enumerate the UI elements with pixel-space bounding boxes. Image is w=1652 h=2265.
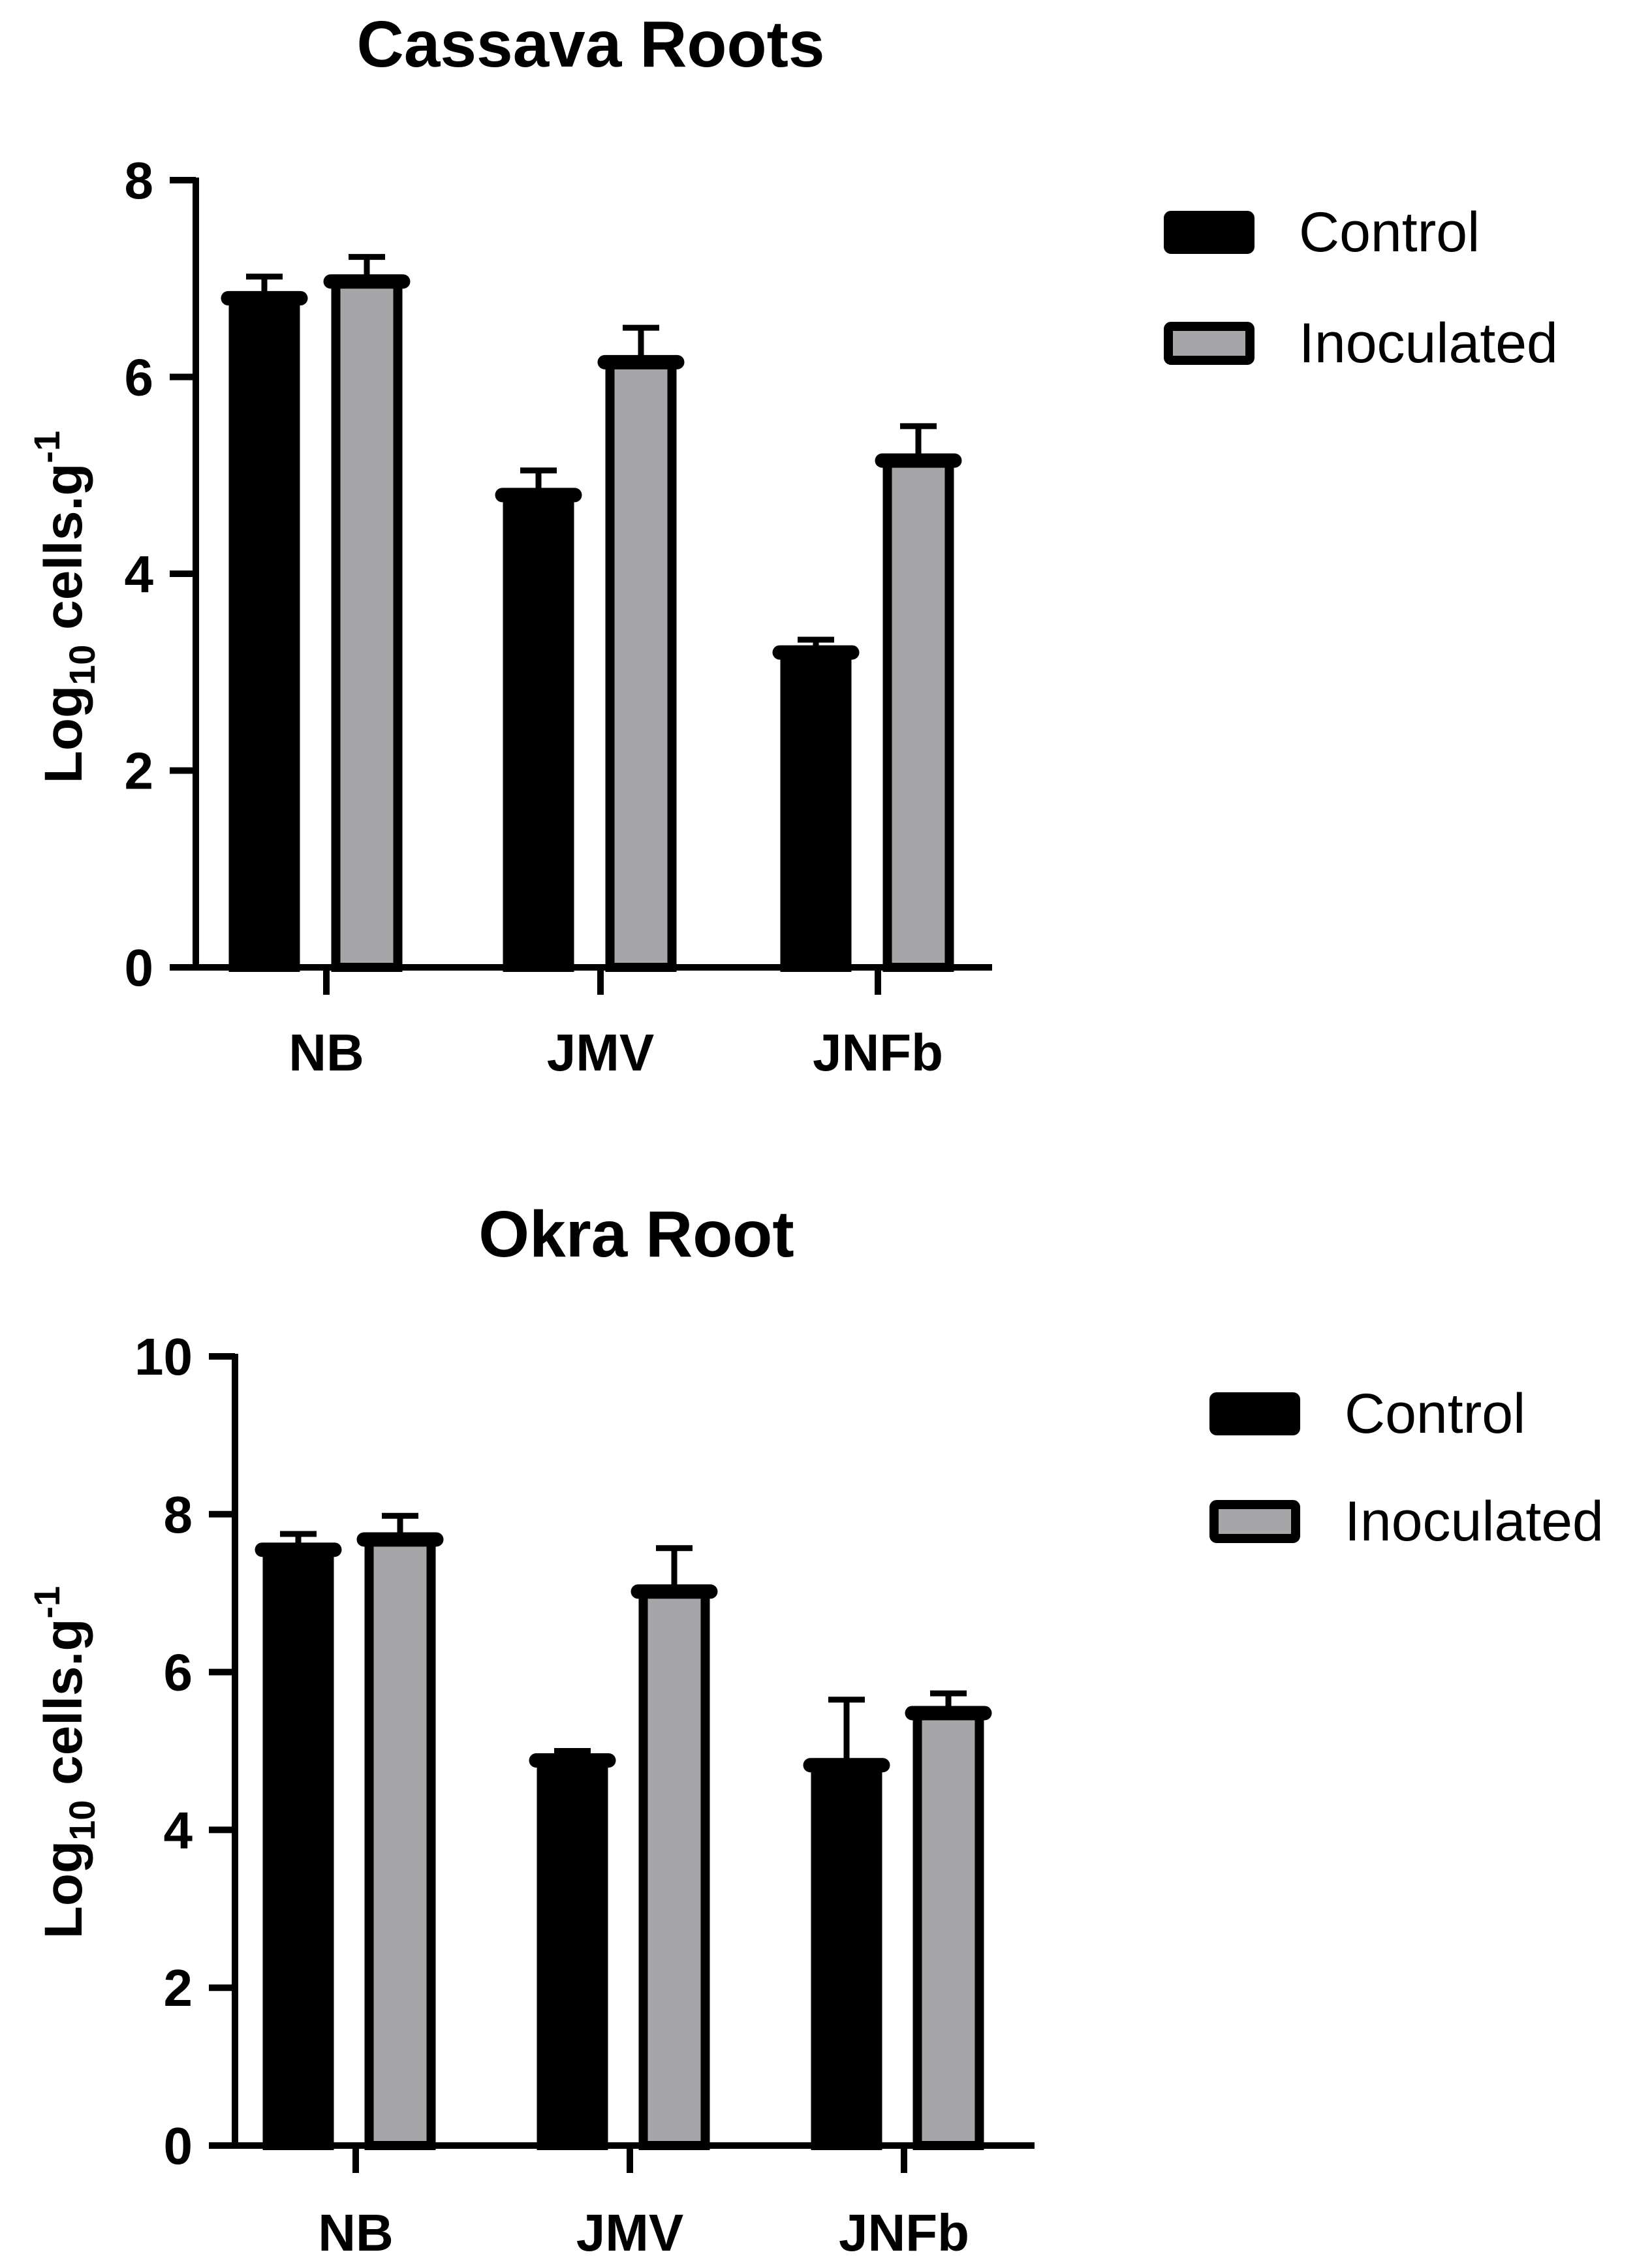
- chart-title: Okra Root: [478, 1198, 794, 1271]
- legend-label-control: Control: [1299, 201, 1480, 264]
- legend-label-control: Control: [1345, 1382, 1525, 1445]
- legend-item-control: Control: [1164, 201, 1480, 264]
- chart-okra-root: Okra Root Log10 cells.g-1 0 2 4 6 8 10 NB JMV JN…: [26, 1198, 1604, 2262]
- chart-cassava-roots: Cassava Roots Log10 cells.g-1 0 2 4 6 8 NB JMV…: [26, 8, 1558, 1082]
- bar-inoculated-nb: [331, 277, 403, 973]
- bar-inoculated-jmv: [605, 357, 677, 972]
- legend-swatch-control: [1164, 211, 1255, 254]
- bar-control-jmv: [537, 1756, 608, 2151]
- legend: Control Inoculated: [1164, 201, 1558, 375]
- y-axis-label: Log10 cells.g-1: [26, 431, 102, 783]
- legend-item-inoculated: Inoculated: [1164, 312, 1558, 375]
- y-tick-label: 0: [125, 939, 154, 997]
- bar-control-nb: [228, 293, 300, 972]
- bar-control-nb: [262, 1545, 334, 2151]
- y-tick-label: 8: [164, 1486, 193, 1544]
- bar-control-jnfb: [811, 1760, 882, 2150]
- y-tick-label: 2: [125, 742, 154, 800]
- x-tick-label: JNFb: [813, 1023, 943, 1082]
- legend-swatch-inoculated: [1164, 322, 1255, 365]
- legend-item-control: Control: [1209, 1382, 1525, 1445]
- y-tick-label: 4: [125, 545, 154, 603]
- bar-inoculated-jmv: [638, 1587, 710, 2150]
- bar-control-jmv: [503, 490, 574, 972]
- y-tick-label: 6: [125, 349, 154, 407]
- x-tick-label: JMV: [547, 1023, 655, 1082]
- legend-swatch-control: [1209, 1392, 1300, 1435]
- legend-swatch-inoculated: [1209, 1500, 1300, 1543]
- y-tick-label: 10: [134, 1328, 193, 1386]
- bar-inoculated-nb: [364, 1535, 436, 2151]
- plot-area: 0 2 4 6 8 NB JMV JNFb: [125, 151, 992, 1082]
- x-tick-label: NB: [318, 2204, 394, 2262]
- y-tick-label: 6: [164, 1644, 193, 1702]
- x-tick-label: JNFb: [839, 2204, 969, 2262]
- y-tick-label: 2: [164, 1959, 193, 2017]
- bar-control-jnfb: [780, 648, 852, 972]
- x-tick-label: NB: [288, 1023, 364, 1082]
- x-tick-label: JMV: [576, 2204, 684, 2262]
- chart-title: Cassava Roots: [357, 8, 825, 81]
- plot-area: 0 2 4 6 8 10 NB JMV JNFb: [134, 1328, 1035, 2262]
- y-tick-label: 0: [164, 2117, 193, 2175]
- legend-label-inoculated: Inoculated: [1299, 312, 1558, 375]
- y-axis-label: Log10 cells.g-1: [26, 1586, 102, 1939]
- y-tick-label: 4: [164, 1801, 193, 1859]
- bar-inoculated-jnfb: [882, 456, 954, 972]
- legend-item-inoculated: Inoculated: [1209, 1490, 1604, 1553]
- legend: Control Inoculated: [1209, 1382, 1604, 1553]
- bar-inoculated-jnfb: [912, 1708, 984, 2150]
- legend-label-inoculated: Inoculated: [1345, 1490, 1604, 1553]
- y-tick-label: 8: [125, 151, 154, 210]
